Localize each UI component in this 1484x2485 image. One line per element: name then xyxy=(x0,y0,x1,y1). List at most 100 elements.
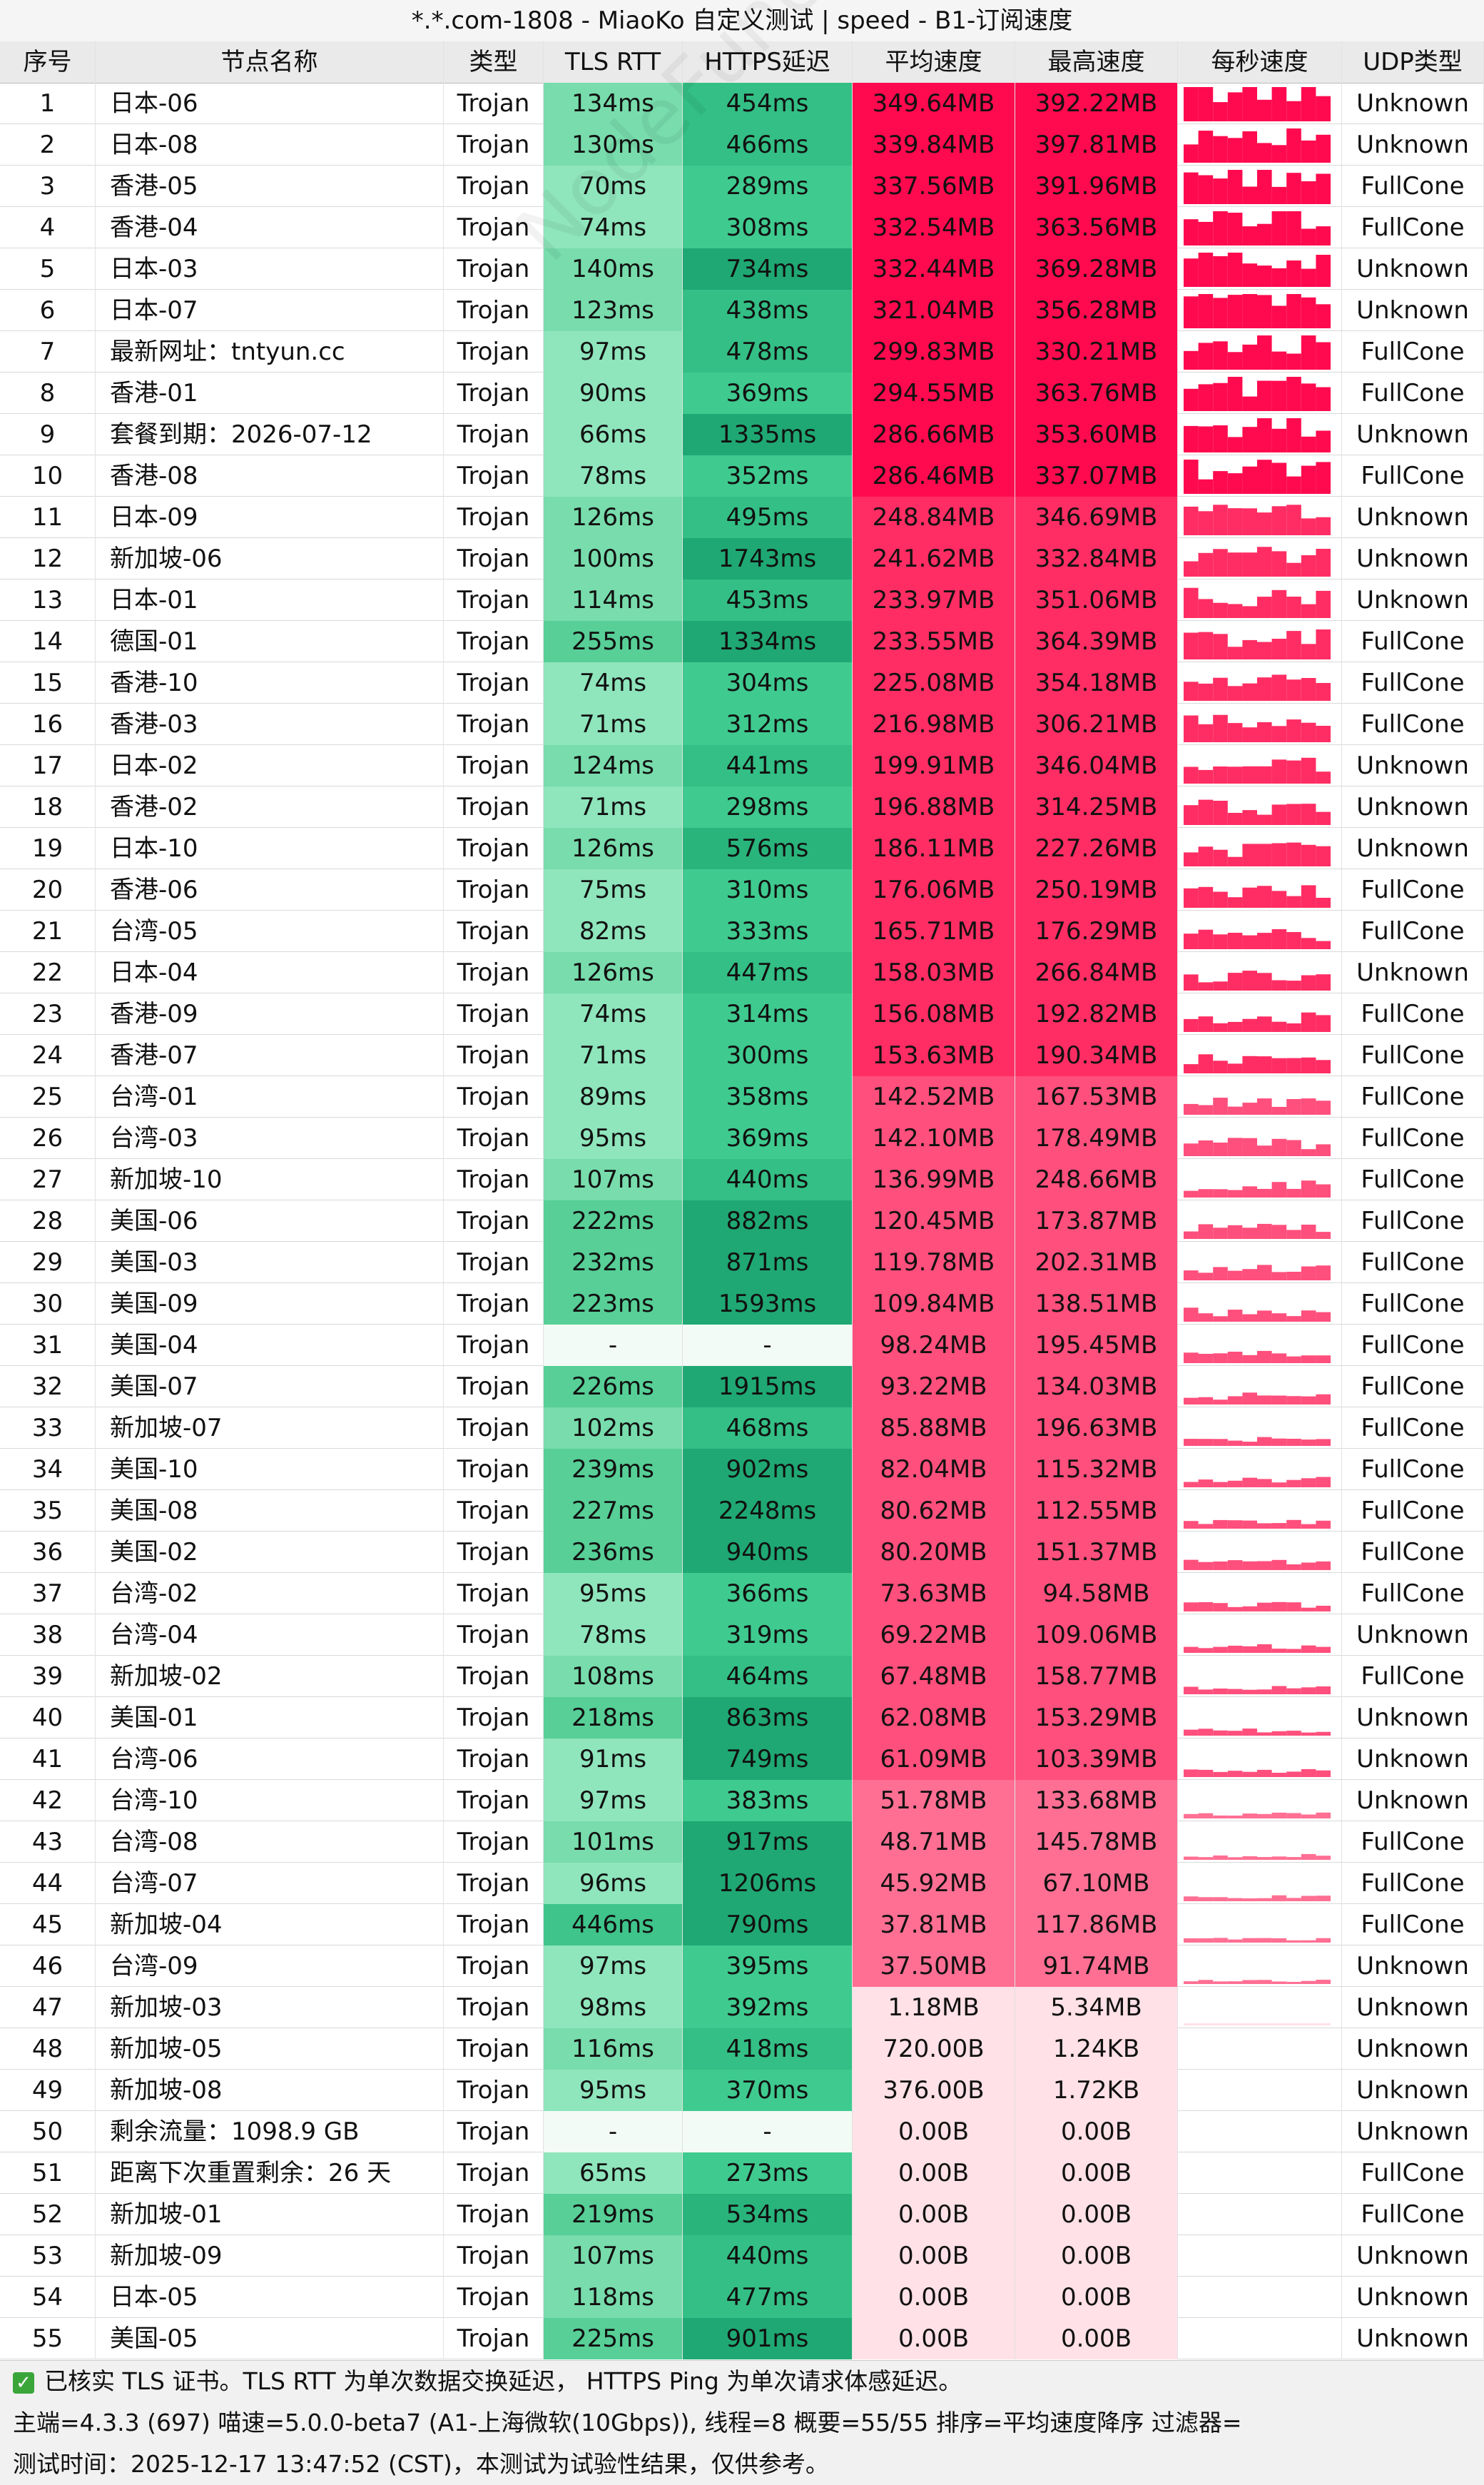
cell-https: 734ms xyxy=(683,248,853,290)
cell-idx: 50 xyxy=(0,2111,96,2152)
sparkline-bar xyxy=(1316,1184,1331,1198)
cell-avg: 0.00B xyxy=(853,2111,1015,2152)
cell-name: 美国-05 xyxy=(96,2318,444,2359)
cell-avg: 142.10MB xyxy=(853,1118,1015,1159)
cell-idx: 47 xyxy=(0,1987,96,2028)
cell-idx: 9 xyxy=(0,414,96,455)
cell-udp: Unknown xyxy=(1342,580,1484,621)
sparkline-bar xyxy=(1198,87,1214,121)
cell-https: 1335ms xyxy=(683,414,853,455)
cell-type: Trojan xyxy=(444,662,544,704)
cell-avg: 142.52MB xyxy=(853,1076,1015,1118)
sparkline-bar xyxy=(1286,1982,1301,1984)
cell-name: 台湾-10 xyxy=(96,1780,444,1821)
cell-tls: 108ms xyxy=(544,1656,683,1697)
cell-max: 363.56MB xyxy=(1015,207,1178,248)
cell-avg: 299.83MB xyxy=(853,331,1015,373)
cell-tls: 97ms xyxy=(544,1945,683,1987)
sparkline-bar xyxy=(1301,1607,1316,1611)
cell-type: Trojan xyxy=(444,1863,544,1904)
sparkline-bar xyxy=(1286,1058,1301,1073)
cell-avg: 376.00B xyxy=(853,2070,1015,2111)
cell-max: 392.22MB xyxy=(1015,83,1178,124)
cell-idx: 43 xyxy=(0,1821,96,1863)
sparkline-bar xyxy=(1301,1645,1316,1653)
cell-type: Trojan xyxy=(444,248,544,290)
sparkline-bar xyxy=(1257,1857,1272,1860)
sparkline-bar xyxy=(1227,1106,1243,1115)
cell-udp: Unknown xyxy=(1342,248,1484,290)
cell-type: Trojan xyxy=(444,704,544,745)
cell-udp: FullCone xyxy=(1342,1573,1484,1614)
sparkline-bar xyxy=(1184,888,1199,908)
cell-type: Trojan xyxy=(444,1076,544,1118)
sparkline-bar xyxy=(1184,388,1199,411)
cell-avg: 51.78MB xyxy=(853,1780,1015,1821)
cell-idx: 52 xyxy=(0,2194,96,2235)
cell-udp: Unknown xyxy=(1342,2277,1484,2318)
sparkline-bar xyxy=(1301,1562,1316,1570)
sparkline-bar xyxy=(1198,1016,1214,1032)
sparkline-bar xyxy=(1213,1562,1228,1570)
cell-tls: 222ms xyxy=(544,1200,683,1242)
cell-https: 940ms xyxy=(683,1532,853,1573)
sparkline-bar xyxy=(1184,933,1199,949)
sparkline-bar xyxy=(1257,99,1272,121)
cell-type: Trojan xyxy=(444,1697,544,1739)
cell-name: 香港-02 xyxy=(96,786,444,828)
sparkline-bar xyxy=(1316,1312,1331,1322)
cell-max: 91.74MB xyxy=(1015,1945,1178,1987)
sparkline-bar xyxy=(1242,1771,1257,1777)
sparkline-bar xyxy=(1227,138,1243,163)
sparkline-bar xyxy=(1198,1769,1214,1777)
cell-name: 新加坡-01 xyxy=(96,2194,444,2235)
sparkline-bar xyxy=(1198,343,1214,370)
per-second-speed-sparkline xyxy=(1178,1656,1342,1697)
cell-https: 882ms xyxy=(683,1200,853,1242)
sparkline-bar xyxy=(1316,134,1331,163)
sparkline-bar xyxy=(1271,1731,1287,1736)
sparkline-bar xyxy=(1213,1316,1228,1322)
cell-name: 香港-10 xyxy=(96,662,444,704)
sparkline-bar xyxy=(1198,1354,1214,1363)
sparkline-bar xyxy=(1198,1054,1214,1073)
cell-udp: FullCone xyxy=(1342,1242,1484,1283)
sparkline-bar xyxy=(1257,1056,1272,1073)
table-header: 序号 节点名称 类型 TLS RTT HTTPS延迟 平均速度 最高速度 每秒速度 UDP类型 xyxy=(0,41,1484,83)
cell-tls: 218ms xyxy=(544,1697,683,1739)
cell-name: 台湾-05 xyxy=(96,911,444,952)
sparkline-bar xyxy=(1271,589,1287,618)
sparkline-bar xyxy=(1213,1897,1228,1901)
cell-type: Trojan xyxy=(444,1366,544,1407)
cell-idx: 20 xyxy=(0,869,96,911)
sparkline-bar xyxy=(1213,1061,1228,1073)
cell-tls: 70ms xyxy=(544,166,683,207)
table-row: 41 台湾-06 Trojan 91ms 749ms 61.09MB 103.39MB Unk… xyxy=(0,1739,1484,1780)
cell-type: Trojan xyxy=(444,1325,544,1366)
sparkline-bar xyxy=(1227,1898,1243,1901)
cell-https: 418ms xyxy=(683,2028,853,2070)
sparkline-bar xyxy=(1198,1524,1214,1529)
cell-tls: 236ms xyxy=(544,1532,683,1573)
sparkline-bar xyxy=(1271,145,1287,163)
per-second-speed-sparkline xyxy=(1178,290,1342,331)
per-second-speed-sparkline xyxy=(1178,911,1342,952)
cell-udp: Unknown xyxy=(1342,828,1484,869)
cell-max: 173.87MB xyxy=(1015,1200,1178,1242)
cell-name: 距离下次重置剩余：26 天 xyxy=(96,2152,444,2194)
sparkline-bar xyxy=(1286,631,1301,659)
cell-type: Trojan xyxy=(444,786,544,828)
cell-https: 392ms xyxy=(683,1987,853,2028)
cell-tls: 227ms xyxy=(544,1490,683,1532)
cell-type: Trojan xyxy=(444,1987,544,2028)
sparkline-bar xyxy=(1198,1689,1214,1694)
sparkline-bar xyxy=(1257,1602,1272,1611)
cell-idx: 42 xyxy=(0,1780,96,1821)
cell-tls: 140ms xyxy=(544,248,683,290)
sparkline-bar xyxy=(1286,173,1301,204)
cell-tls: 95ms xyxy=(544,2070,683,2111)
sparkline-bar xyxy=(1198,1439,1214,1446)
table-row: 37 台湾-02 Trojan 95ms 366ms 73.63MB 94.58MB Full… xyxy=(0,1573,1484,1614)
sparkline-bar xyxy=(1257,547,1272,577)
